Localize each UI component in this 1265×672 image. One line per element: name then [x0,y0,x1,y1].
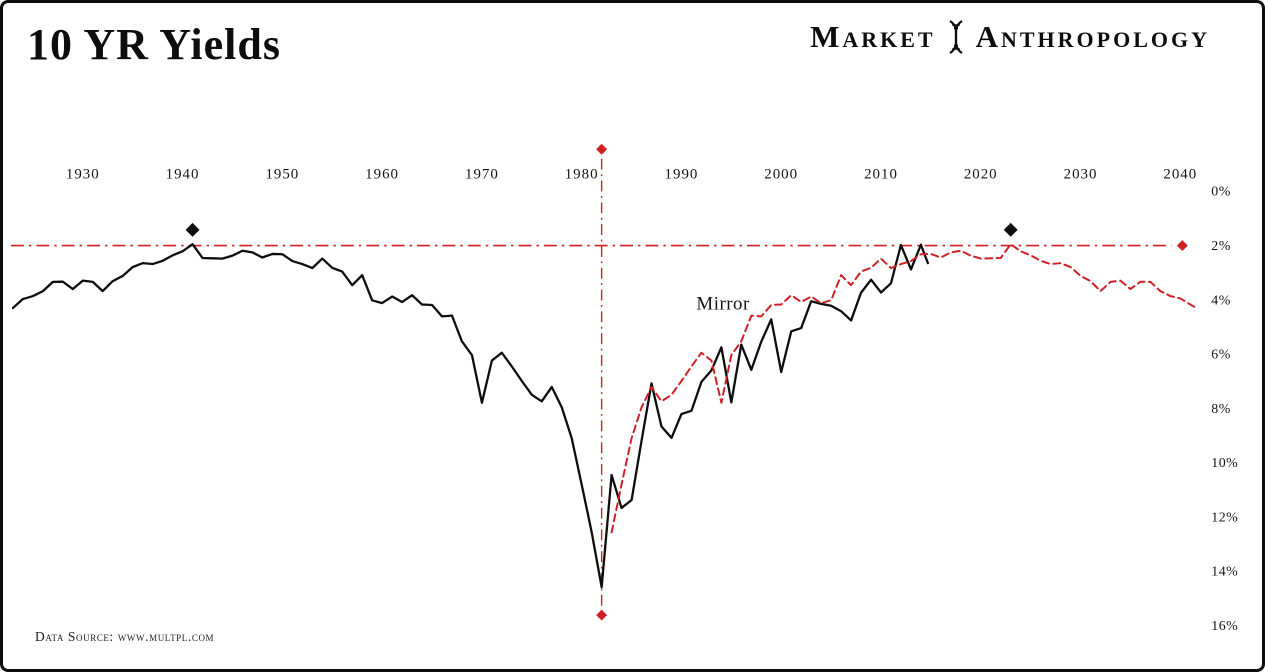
x-tick-label: 1980 [565,166,599,182]
x-tick-label: 1940 [166,166,200,182]
x-tick-label: 1950 [265,166,299,182]
x-tick-label: 1960 [365,166,399,182]
black-diamond-marker [185,222,200,237]
x-tick-label: 2030 [1064,166,1098,182]
y-tick-label: 16% [1211,619,1238,634]
dna-icon [948,20,963,54]
black-diamond-marker [1003,222,1018,237]
y-tick-label: 10% [1211,456,1238,471]
yield-line [11,243,930,589]
x-tick-label: 1970 [465,166,499,182]
brand-logo: Market Anthropology [810,19,1210,55]
x-tick-label: 2010 [864,166,898,182]
page-title: 10 YR Yields [27,20,281,69]
yield-chart: 1930 1940 1950 1960 1970 1980 1990 2000 2010 2020… [10,143,1238,634]
y-tick-label: 8% [1211,402,1231,417]
y-tick-label: 0% [1211,185,1231,200]
y-tick-label: 4% [1211,293,1231,308]
x-tick-label: 2040 [1163,166,1197,182]
x-tick-label: 1930 [66,166,100,182]
x-tick-label: 1990 [665,166,699,182]
red-diamond-marker [596,609,608,621]
mirror-line [610,243,1197,534]
red-diamond-marker [1176,240,1188,252]
y-tick-label: 2% [1211,239,1231,254]
mirror-label: Mirror [696,293,750,314]
data-source-note: Data Source: www.multpl.com [35,629,215,644]
y-tick-label: 12% [1211,510,1238,525]
brand-word-anthropology: Anthropology [975,19,1210,54]
y-tick-label: 6% [1211,348,1231,363]
brand-word-market: Market [810,19,936,54]
x-tick-label: 2020 [964,166,998,182]
red-diamond-marker [596,143,608,155]
x-tick-label: 2000 [764,166,798,182]
y-tick-label: 14% [1211,565,1238,580]
